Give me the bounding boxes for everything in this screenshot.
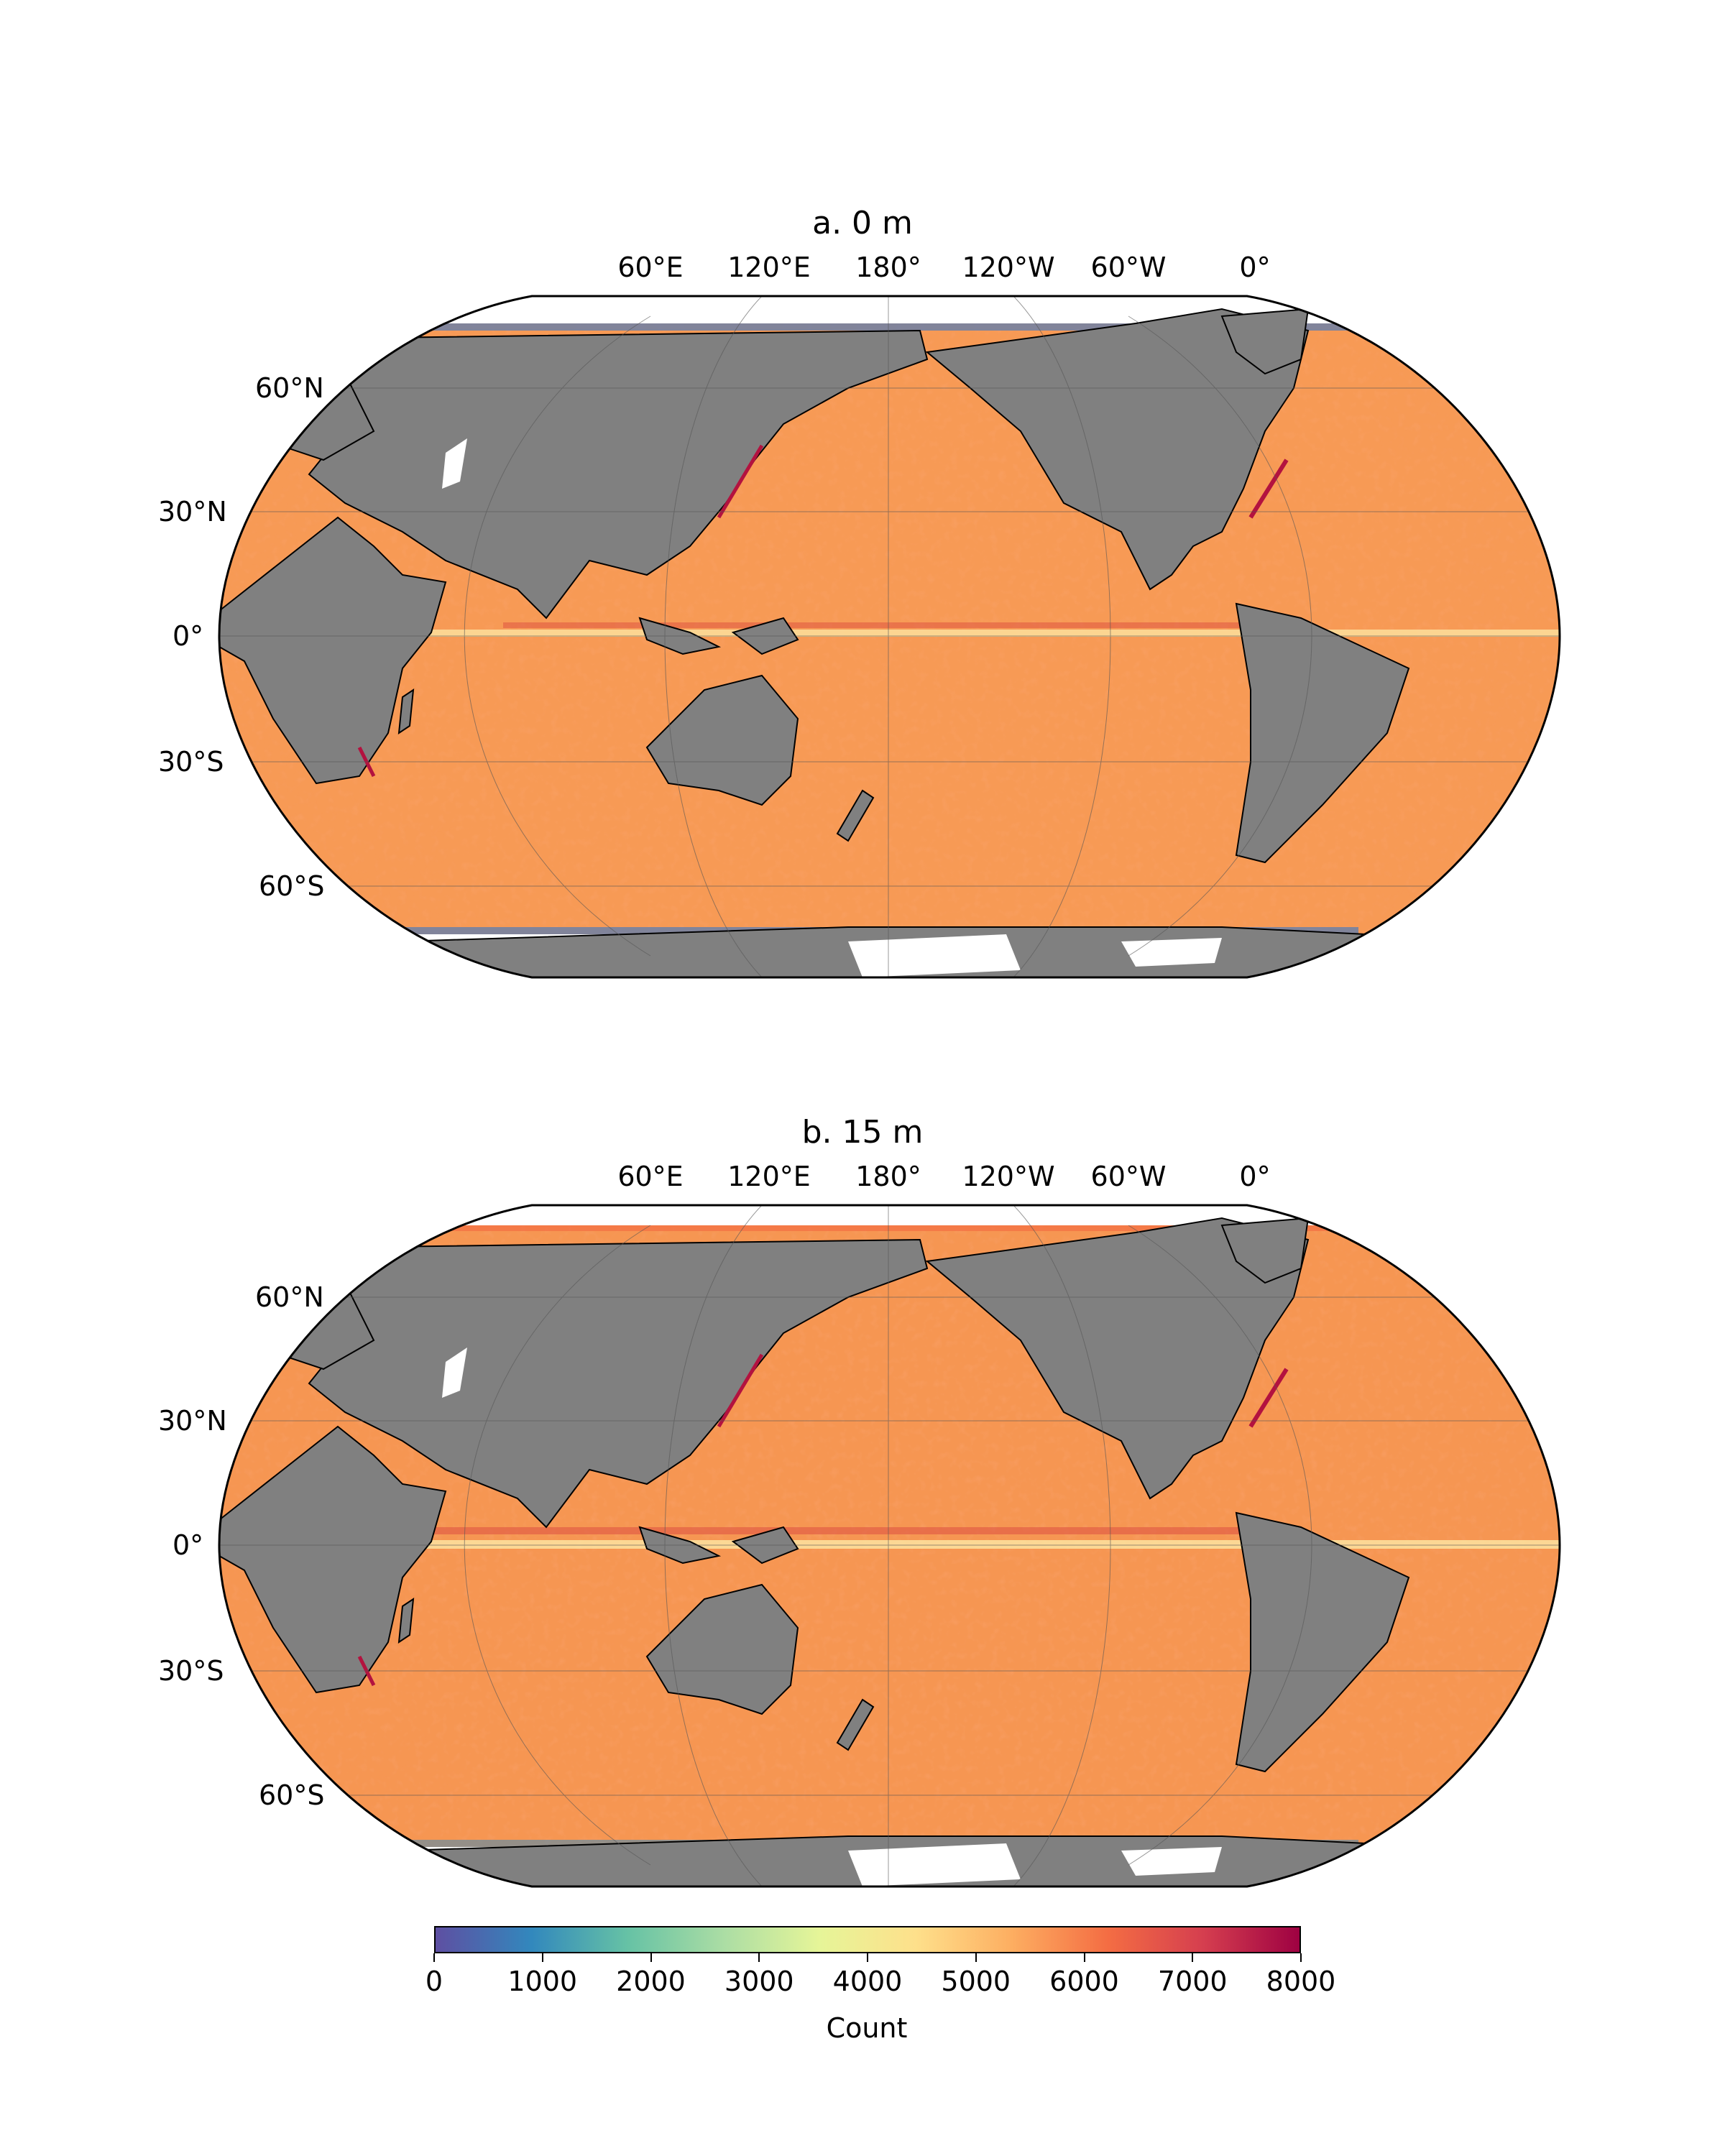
colorbar-tick-label: 8000 [1266,1966,1336,1997]
panel-a-title: a. 0 m [812,205,913,241]
panel-a-lon-label-120w: 120°W [962,252,1055,283]
panel-b-land [219,1217,1410,1886]
colorbar-tick-label: 1000 [507,1966,578,1997]
panel-b-lat-label-30s: 30°S [158,1655,224,1687]
panel-b-lat-label-30n: 30°N [158,1405,227,1437]
colorbar-tick-mark [433,1953,435,1962]
panel-a-lat-label-60s: 60°S [259,870,325,902]
colorbar-tick-label: 2000 [616,1966,686,1997]
colorbar-tick-mark [867,1953,868,1962]
panel-a-lat-label-0: 0° [172,620,204,652]
panel-a-frame [218,295,1561,979]
colorbar-tick-label: 4000 [832,1966,903,1997]
panel-b-lat-label-60s: 60°S [259,1779,325,1811]
panel-a-lat-label-30s: 30°S [158,746,224,778]
colorbar [434,1926,1301,1953]
colorbar-tick-mark [1300,1953,1302,1962]
panel-a-lon-label-60w: 60°W [1090,252,1167,283]
colorbar-tick-label: 5000 [941,1966,1011,1997]
panel-b-lat-label-0: 0° [172,1529,204,1561]
colorbar-tick-mark [541,1953,543,1962]
panel-a-lat-label-30n: 30°N [158,496,227,528]
panel-a-lon-label-120e: 120°E [727,252,811,283]
colorbar-tick-mark [650,1953,652,1962]
panel-b-frame [218,1204,1561,1888]
panel-b-title: b. 15 m [801,1114,924,1151]
panel-b-lon-label-120e: 120°E [727,1161,811,1192]
colorbar-tick-label: 6000 [1049,1966,1119,1997]
panel-a-lat-label-60n: 60°N [255,372,324,404]
colorbar-tick-label: 0 [425,1966,443,1997]
panel-b-map [218,1204,1561,1888]
panel-a-lon-label-60e: 60°E [617,252,684,283]
panel-a-lon-label-180: 180° [855,252,921,283]
panel-b-lon-label-180: 180° [855,1161,921,1192]
panel-b-lon-label-60w: 60°W [1090,1161,1167,1192]
colorbar-tick-mark [1083,1953,1085,1962]
colorbar-tick-mark [1192,1953,1194,1962]
colorbar-tick-mark [758,1953,760,1962]
colorbar-tick-mark [975,1953,977,1962]
colorbar-label: Count [826,2012,908,2044]
panel-b-lat-label-60n: 60°N [255,1281,324,1313]
colorbar-tick-label: 3000 [724,1966,794,1997]
panel-a-map [218,295,1561,979]
panel-a-lon-label-0: 0° [1239,252,1271,283]
panel-b-lon-label-120w: 120°W [962,1161,1055,1192]
colorbar-tick-label: 7000 [1157,1966,1228,1997]
panel-b-lon-label-60e: 60°E [617,1161,684,1192]
panel-b-lon-label-0: 0° [1239,1161,1271,1192]
